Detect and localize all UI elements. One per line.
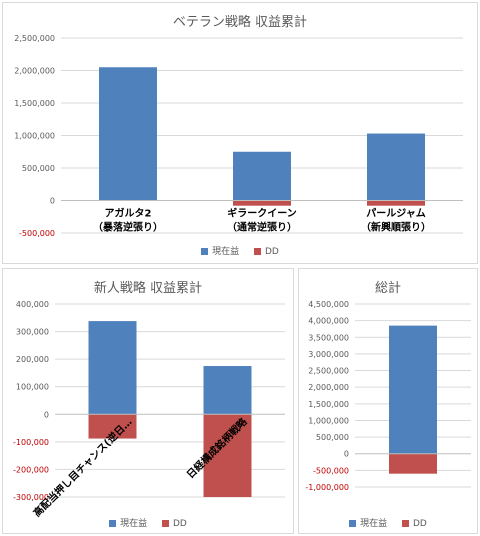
y-tick-label: 1,000,000	[308, 416, 349, 425]
chart-title: 新人戦略 収益累計	[93, 281, 203, 296]
y-tick-label: -500,000	[19, 229, 55, 238]
y-tick-label: 1,500,000	[14, 99, 55, 108]
legend-label-current: 現在益	[360, 519, 388, 529]
chart-legend: 現在益 DD	[3, 516, 293, 529]
y-tick-label: -200,000	[13, 465, 49, 474]
legend-swatch-current	[109, 520, 117, 527]
category-label: パールジャム	[366, 208, 426, 220]
legend-label-dd: DD	[413, 519, 427, 529]
legend-swatch-current	[201, 248, 209, 255]
y-tick-label: 400,000	[16, 300, 49, 309]
y-tick-label: 1,500,000	[308, 400, 349, 409]
bar-current	[233, 151, 291, 201]
y-tick-label: 4,500,000	[308, 300, 349, 309]
y-tick-label: 300,000	[16, 328, 49, 337]
legend-swatch-current	[349, 520, 357, 527]
legend-swatch-dd	[402, 520, 409, 527]
rookie-chart-panel: 新人戦略 収益累計 -300,000 -200,000 -100,000 0 100,0…	[2, 268, 294, 534]
y-tick-label: 0	[44, 410, 49, 419]
y-tick-label: -100,000	[13, 438, 49, 447]
y-tick-label: 0	[50, 197, 55, 206]
legend-label-dd: DD	[173, 519, 187, 529]
bar-current	[389, 325, 437, 454]
category-label: （新興順張り）	[361, 221, 431, 234]
legend-swatch-dd	[162, 520, 169, 527]
bar-dd	[367, 200, 425, 206]
bar-dd	[389, 453, 437, 474]
y-tick-label: 500,000	[22, 164, 55, 173]
category-label: アガルタ2	[105, 207, 152, 220]
veteran-chart-svg: -500,000 0 500,000 1,000,000 1,500,000 2,000,…	[14, 34, 463, 238]
total-chart-panel: 総計 -1,000,000 -500,000 0 500,000 1,000,000 1,…	[298, 268, 478, 534]
category-label: ギラークイーン	[227, 207, 297, 220]
bar-dd	[233, 200, 291, 206]
y-tick-label: 2,500,000	[14, 34, 55, 43]
chart-title: ベテラン戦略 収益累計	[172, 15, 308, 30]
bar-current	[203, 366, 252, 415]
legend-item-current: 現在益	[201, 244, 239, 257]
legend-label-dd: DD	[265, 247, 279, 257]
bar-dd	[203, 414, 252, 497]
y-tick-label: 0	[344, 450, 349, 459]
y-tick-label: 1,000,000	[14, 132, 55, 141]
veteran-chart-panel: ベテラン戦略 収益累計 -500,000 0 500,000 1,000,000 1,5…	[2, 2, 478, 264]
y-tick-label: 4,000,000	[308, 317, 349, 326]
y-tick-label: 2,500,000	[308, 367, 349, 376]
y-tick-label: 100,000	[16, 383, 49, 392]
chart-title: 総計	[374, 281, 401, 296]
legend-item-dd: DD	[162, 519, 187, 529]
bar-current	[99, 67, 157, 201]
bar-current	[88, 321, 137, 415]
y-tick-label: -300,000	[13, 493, 49, 502]
legend-item-dd: DD	[254, 247, 279, 257]
total-chart-svg: -1,000,000 -500,000 0 500,000 1,000,000 1,500…	[305, 300, 471, 492]
bar-dd	[88, 414, 137, 439]
category-label: （通常逆張り）	[227, 221, 297, 234]
y-tick-label: 500,000	[316, 433, 349, 442]
y-tick-label: 2,000,000	[14, 67, 55, 76]
legend-label-current: 現在益	[212, 247, 240, 257]
legend-item-current: 現在益	[109, 516, 147, 529]
legend-item-dd: DD	[402, 519, 427, 529]
chart-legend: 現在益 DD	[3, 244, 477, 257]
rookie-chart-svg: -300,000 -200,000 -100,000 0 100,000 200,000 3…	[13, 300, 285, 519]
legend-swatch-dd	[254, 248, 261, 255]
legend-item-current: 現在益	[349, 516, 387, 529]
category-label: （暴落逆張り）	[93, 221, 163, 234]
y-tick-label: -500,000	[313, 466, 349, 475]
y-tick-label: 3,500,000	[308, 333, 349, 342]
y-tick-label: 2,000,000	[308, 383, 349, 392]
chart-legend: 現在益 DD	[299, 516, 477, 529]
y-tick-label: 200,000	[16, 355, 49, 364]
y-tick-label: 3,000,000	[308, 350, 349, 359]
legend-label-current: 現在益	[120, 519, 148, 529]
bar-current	[367, 133, 425, 201]
y-tick-label: -1,000,000	[305, 483, 349, 492]
